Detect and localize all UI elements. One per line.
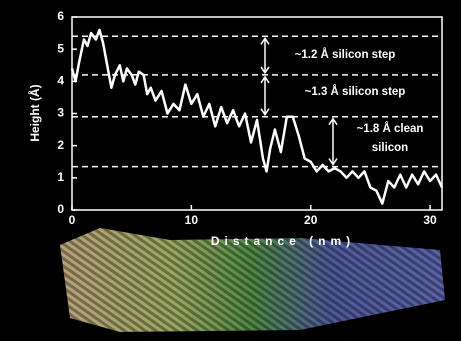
plot-frame [72,17,442,210]
annotation: silicon [372,142,408,154]
y-tick-label: 2 [57,138,64,152]
step-arrow [261,77,269,115]
x-tick-label: 30 [423,213,437,227]
annotation: ~1.2 Å silicon step [295,48,396,61]
annotation: ~1.3 Å silicon step [305,85,406,98]
chart: Distance (nm) Height (Å) 0 1 2 3 4 5 6 0 10 20 30 ~… [0,0,461,336]
step-arrow [329,119,337,165]
page: {"chart_data": {"type": "line", "x_label… [0,0,461,336]
y-tick-label: 5 [57,41,64,55]
x-tick-label: 20 [304,213,318,227]
y-axis-label: Height (Å) [27,84,42,141]
y-tick-label: 4 [57,74,64,88]
x-tick-label: 10 [185,213,199,227]
annotation: ~1.8 Å clean [357,122,424,135]
y-tick-label: 3 [57,106,64,120]
y-tick-label: 0 [57,202,64,216]
y-tick-label: 6 [57,9,64,23]
x-tick-label: 0 [69,213,76,227]
step-arrow [261,38,269,73]
x-axis-label: Distance (nm) [211,234,355,248]
y-tick-label: 1 [57,170,64,184]
